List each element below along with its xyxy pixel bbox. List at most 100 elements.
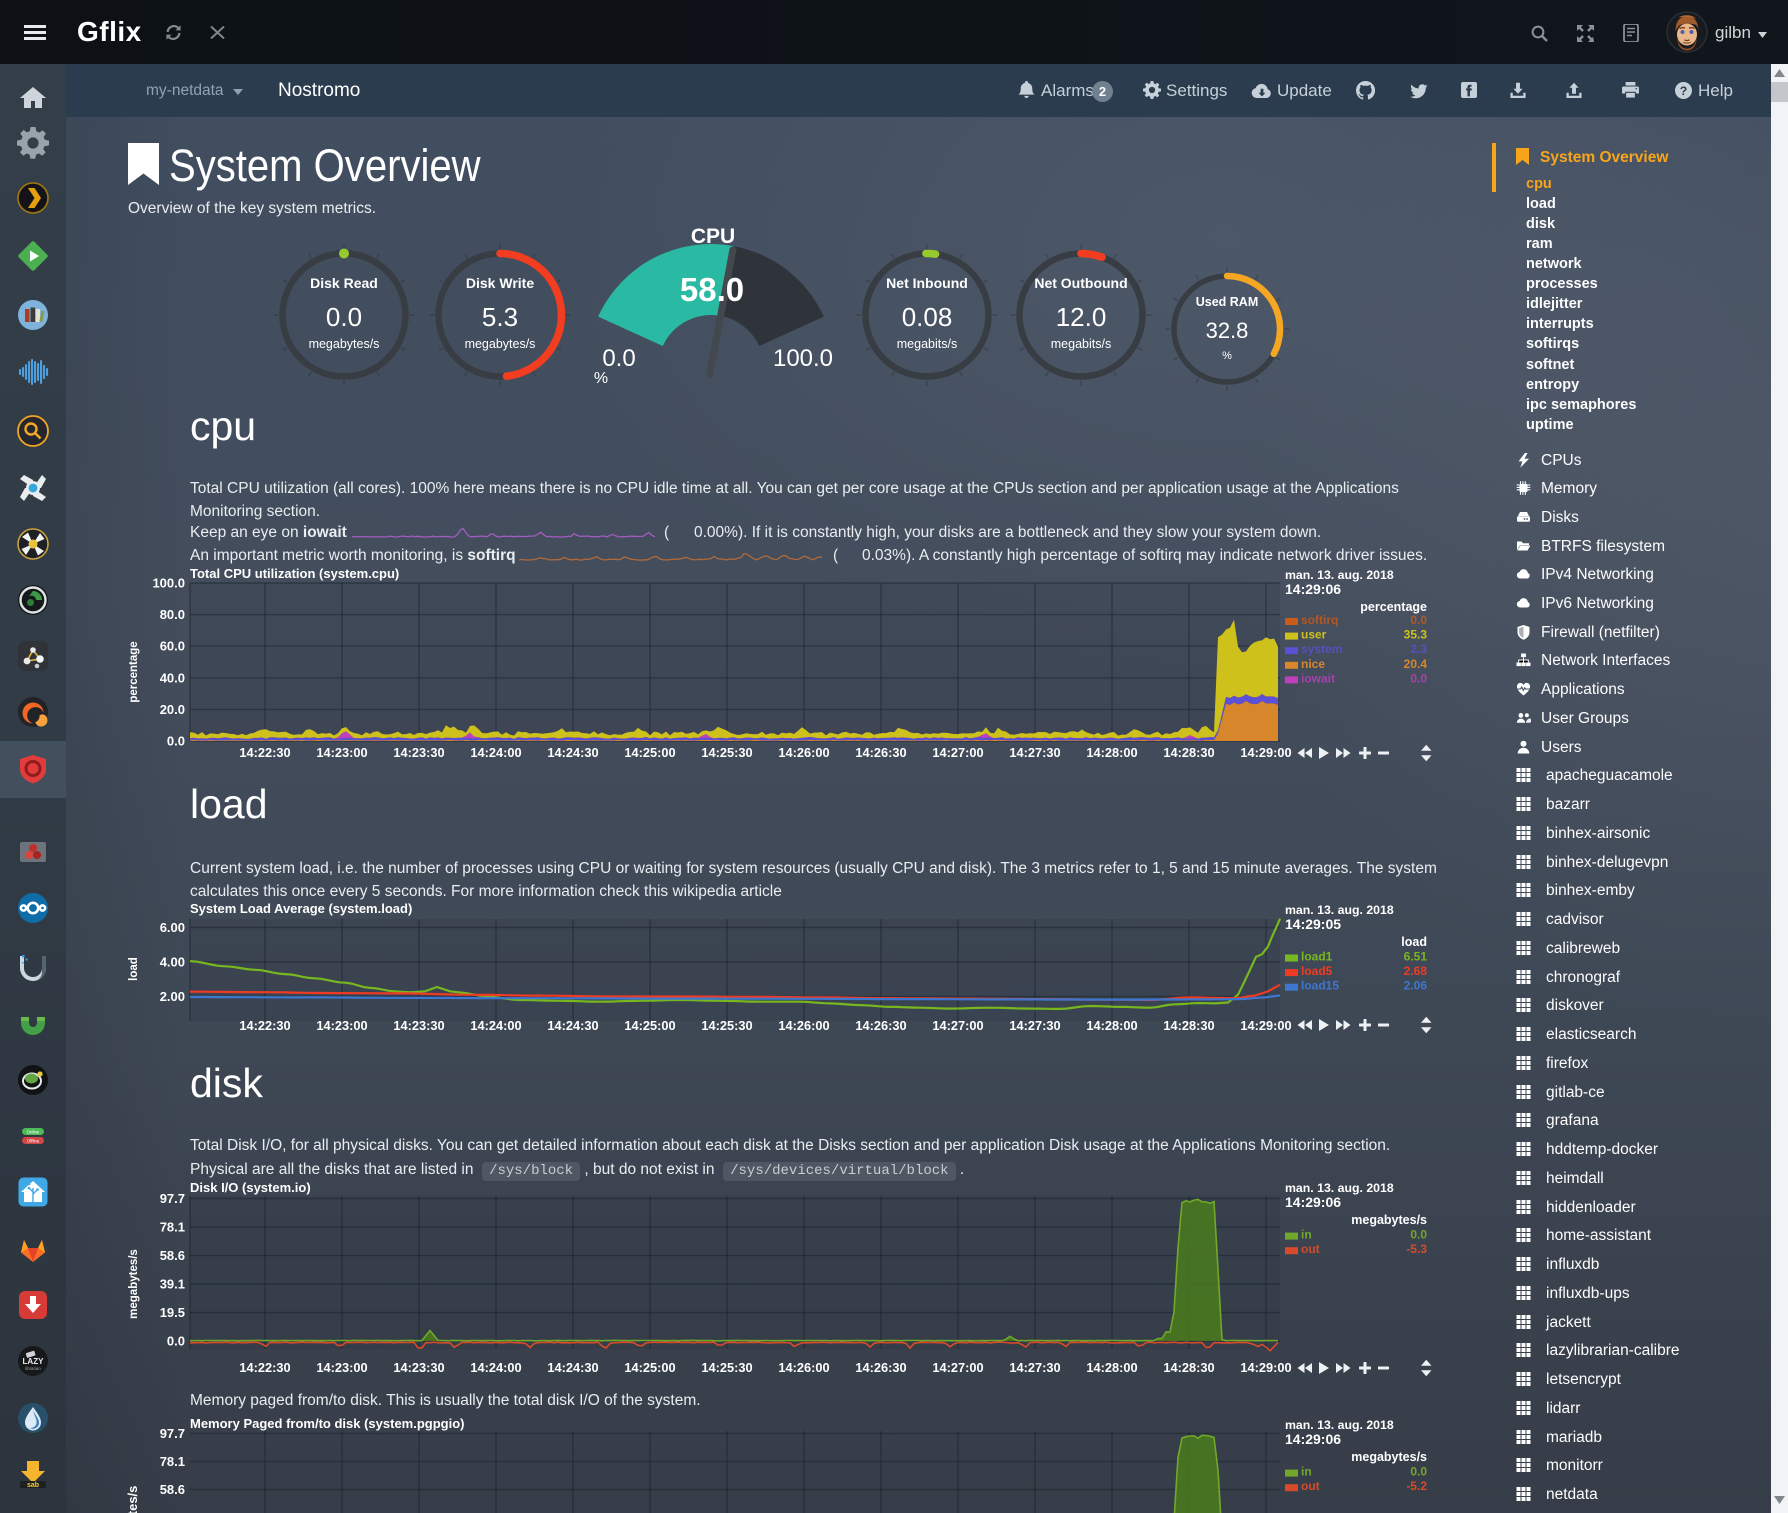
svg-text:Memory Paged from/to disk (sys: Memory Paged from/to disk (system.pgpgio…	[190, 1416, 465, 1431]
svg-text:6.00: 6.00	[160, 920, 185, 935]
svg-text:14:28:00: 14:28:00	[1086, 1018, 1137, 1033]
svg-text:14:23:00: 14:23:00	[316, 745, 367, 760]
svg-text:2.06: 2.06	[1404, 979, 1428, 993]
svg-text:19.5: 19.5	[160, 1305, 185, 1320]
svg-text:0.0: 0.0	[1410, 671, 1427, 685]
svg-text:14:25:30: 14:25:30	[701, 1360, 752, 1375]
svg-text:0.08: 0.08	[902, 302, 953, 332]
svg-text:iowait: iowait	[1301, 671, 1335, 685]
svg-text:14:26:30: 14:26:30	[855, 745, 906, 760]
svg-text:in: in	[1301, 1465, 1312, 1479]
svg-text:14:29:00: 14:29:00	[1240, 745, 1291, 760]
svg-text:14:27:30: 14:27:30	[1009, 1018, 1060, 1033]
svg-text:14:29:06: 14:29:06	[1285, 1194, 1341, 1210]
svg-text:14:26:00: 14:26:00	[778, 745, 829, 760]
svg-text:58.6: 58.6	[160, 1482, 185, 1497]
svg-text:5.3: 5.3	[482, 302, 518, 332]
svg-text:14:27:00: 14:27:00	[932, 745, 983, 760]
svg-text:man. 13. aug. 2018: man. 13. aug. 2018	[1285, 903, 1394, 917]
svg-text:14:23:30: 14:23:30	[393, 745, 444, 760]
svg-text:man. 13. aug. 2018: man. 13. aug. 2018	[1285, 1418, 1394, 1432]
svg-text:librarian: librarian	[25, 1366, 41, 1371]
svg-text:Disk Read: Disk Read	[310, 275, 378, 291]
svg-text:14:26:30: 14:26:30	[855, 1018, 906, 1033]
svg-text:megabytes/s: megabytes/s	[128, 1249, 140, 1319]
svg-text:100.0: 100.0	[152, 576, 185, 591]
svg-text:97.7: 97.7	[160, 1426, 185, 1441]
svg-text:14:27:30: 14:27:30	[1009, 745, 1060, 760]
svg-text:System Load Average (system.lo: System Load Average (system.load)	[190, 901, 412, 916]
svg-text:system: system	[1301, 642, 1342, 656]
svg-text:14:29:06: 14:29:06	[1285, 581, 1341, 597]
svg-text:load5: load5	[1301, 964, 1333, 978]
svg-text:14:25:30: 14:25:30	[701, 1018, 752, 1033]
svg-text:20.0: 20.0	[160, 702, 185, 717]
svg-text:100.0: 100.0	[773, 345, 833, 372]
svg-text:14:29:00: 14:29:00	[1240, 1018, 1291, 1033]
svg-text:megabytes/s: megabytes/s	[309, 337, 380, 351]
svg-text:14:24:00: 14:24:00	[470, 1018, 521, 1033]
svg-text:14:25:00: 14:25:00	[624, 1018, 675, 1033]
svg-text:14:23:30: 14:23:30	[393, 1018, 444, 1033]
svg-text:32.8: 32.8	[1206, 318, 1249, 343]
svg-text:%: %	[594, 370, 608, 387]
svg-text:user: user	[1301, 628, 1327, 642]
svg-text:Disk Write: Disk Write	[466, 275, 534, 291]
svg-text:14:22:30: 14:22:30	[239, 1360, 290, 1375]
svg-text:load1: load1	[1301, 950, 1333, 964]
svg-text:14:27:00: 14:27:00	[932, 1018, 983, 1033]
svg-text:4.00: 4.00	[160, 955, 185, 970]
svg-text:14:22:30: 14:22:30	[239, 745, 290, 760]
svg-text:Offline: Offline	[27, 1138, 40, 1143]
svg-text:0.0: 0.0	[167, 1334, 185, 1349]
svg-text:40.0: 40.0	[160, 670, 185, 685]
svg-text:load: load	[128, 957, 140, 981]
svg-text:14:25:00: 14:25:00	[624, 1360, 675, 1375]
svg-text:Net Outbound: Net Outbound	[1034, 275, 1127, 291]
svg-text:Disk I/O (system.io): Disk I/O (system.io)	[190, 1180, 311, 1195]
svg-text:14:24:00: 14:24:00	[470, 1360, 521, 1375]
svg-text:megabytes/s: megabytes/s	[1351, 1450, 1427, 1464]
svg-text:0.0: 0.0	[167, 734, 185, 749]
svg-text:14:26:00: 14:26:00	[778, 1360, 829, 1375]
svg-text:megabytes/s: megabytes/s	[125, 1486, 140, 1513]
svg-text:12.0: 12.0	[1056, 302, 1107, 332]
svg-text:megabytes/s: megabytes/s	[1351, 1213, 1427, 1227]
svg-text:58.0: 58.0	[680, 271, 744, 308]
svg-text:14:25:00: 14:25:00	[624, 745, 675, 760]
svg-text:14:23:30: 14:23:30	[393, 1360, 444, 1375]
svg-text:Used RAM: Used RAM	[1196, 295, 1259, 309]
svg-text:14:24:30: 14:24:30	[547, 1360, 598, 1375]
svg-text:2.00: 2.00	[160, 989, 185, 1004]
svg-text:-5.2: -5.2	[1406, 1479, 1427, 1493]
svg-text:%: %	[1222, 350, 1232, 362]
svg-text:in: in	[1301, 1228, 1312, 1242]
svg-text:78.1: 78.1	[160, 1220, 185, 1235]
svg-text:14:24:30: 14:24:30	[547, 745, 598, 760]
svg-text:Online: Online	[27, 1129, 40, 1134]
svg-text:14:22:30: 14:22:30	[239, 1018, 290, 1033]
svg-text:20.4: 20.4	[1404, 657, 1428, 671]
svg-text:-5.3: -5.3	[1406, 1242, 1427, 1256]
svg-text:14:28:00: 14:28:00	[1086, 1360, 1137, 1375]
svg-text:megabits/s: megabits/s	[1051, 337, 1111, 351]
svg-text:14:26:30: 14:26:30	[855, 1360, 906, 1375]
svg-text:14:24:30: 14:24:30	[547, 1018, 598, 1033]
svg-text:softirq: softirq	[1301, 613, 1338, 627]
svg-text:?: ?	[1680, 84, 1688, 98]
svg-text:14:28:30: 14:28:30	[1163, 1360, 1214, 1375]
svg-text:percentage: percentage	[128, 641, 140, 702]
svg-text:0.0: 0.0	[326, 302, 362, 332]
svg-text:load15: load15	[1301, 979, 1339, 993]
svg-text:14:26:00: 14:26:00	[778, 1018, 829, 1033]
svg-text:0.0: 0.0	[1410, 1228, 1427, 1242]
svg-text:Net Inbound: Net Inbound	[886, 275, 968, 291]
svg-text:man. 13. aug. 2018: man. 13. aug. 2018	[1285, 568, 1394, 582]
svg-text:2.3: 2.3	[1410, 642, 1427, 656]
svg-text:nice: nice	[1301, 657, 1325, 671]
svg-text:14:27:30: 14:27:30	[1009, 1360, 1060, 1375]
svg-text:CPU: CPU	[691, 225, 735, 248]
svg-text:14:25:30: 14:25:30	[701, 745, 752, 760]
svg-text:sab: sab	[27, 1482, 39, 1489]
svg-text:out: out	[1301, 1479, 1320, 1493]
